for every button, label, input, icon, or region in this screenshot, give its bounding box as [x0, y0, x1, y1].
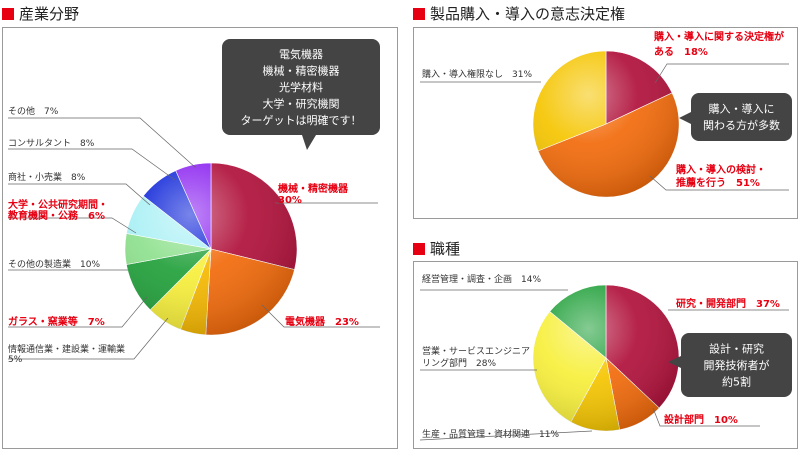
- industry-leader-7: [8, 148, 176, 181]
- red-square-icon: [413, 242, 425, 255]
- purchase-callout-bubble: [691, 93, 792, 141]
- job-value-3: リング部門 28%: [422, 357, 496, 369]
- industry-callout-tail: [302, 135, 316, 150]
- industry-value-5: 教育機関・公務 6%: [7, 209, 105, 222]
- job-title-text: 職種: [430, 240, 461, 258]
- industry-callout-line-1: 機械・精密機器: [263, 63, 340, 77]
- purchase-label-2: 購入・導入権限なし 31%: [422, 68, 532, 80]
- industry-label-8: その他 7%: [8, 105, 59, 117]
- job-label-2: 生産・品質管理・資材関連 11%: [422, 428, 559, 440]
- purchase-callout-line-1: 関わる方が多数: [703, 118, 780, 132]
- industry-leader-8: [8, 117, 197, 169]
- industry-callout-line-4: ターゲットは明確です！: [241, 113, 362, 127]
- purchase-label-0: 購入・導入に関する決定権が: [653, 30, 785, 43]
- industry-label-2: 情報通信業・建設業・運輸業: [8, 343, 125, 355]
- job-label-4: 経営管理・調査・企画 14%: [422, 273, 541, 285]
- industry-leader-3: [8, 296, 148, 328]
- purchase-leader-0: [654, 63, 789, 84]
- industry-section-title: 産業分野: [2, 3, 79, 24]
- job-callout-line-2: 約5割: [722, 374, 751, 388]
- red-square-icon: [413, 7, 425, 20]
- purchase-value-1: 推薦を行う 51%: [676, 176, 760, 189]
- purchase-title-text: 製品購入・導入の意志決定権: [430, 5, 626, 23]
- industry-value-0: 30%: [278, 195, 302, 206]
- purchase-callout-line-0: 購入・導入に: [709, 102, 775, 116]
- industry-callout-line-0: 電気機器: [279, 47, 323, 61]
- industry-label-5: 大学・公共研究期間・: [8, 198, 108, 211]
- red-square-icon: [2, 7, 14, 20]
- industry-label-0: 機械・精密機器: [278, 182, 349, 195]
- job-label-1: 設計部門 10%: [664, 413, 738, 426]
- industry-label-1: 電気機器 23%: [285, 315, 359, 328]
- industry-leader-2: [8, 317, 169, 360]
- job-callout-line-1: 開発技術者が: [704, 358, 770, 372]
- job-label-3: 営業・サービスエンジニア: [422, 345, 530, 357]
- job-section-title: 職種: [413, 238, 460, 259]
- industry-label-6: 商社・小売業 8%: [8, 171, 86, 183]
- purchase-label-1: 購入・導入の検討・: [675, 163, 766, 176]
- industry-leader-1: [261, 304, 380, 328]
- industry-leader-6: [8, 183, 151, 206]
- purchase-value-0: ある 18%: [654, 45, 708, 58]
- industry-label-7: コンサルタント 8%: [8, 138, 95, 149]
- industry-callout-line-3: 大学・研究機関: [263, 96, 340, 110]
- industry-leader-5: [8, 217, 137, 234]
- industry-callout-line-2: 光学材料: [279, 80, 323, 94]
- job-leader-2: [419, 430, 593, 441]
- job-leader-1: [652, 407, 760, 427]
- purchase-section-title: 製品購入・導入の意志決定権: [413, 3, 625, 24]
- job-label-0: 研究・開発部門 37%: [676, 297, 780, 310]
- industry-label-4: その他の製造業 10%: [8, 258, 100, 270]
- purchase-leader-1: [649, 175, 789, 191]
- job-callout-bubble: [681, 333, 792, 397]
- purchase-callout-tail: [679, 112, 691, 124]
- job-callout-tail: [668, 356, 681, 368]
- job-callout-line-0: 設計・研究: [709, 341, 764, 355]
- industry-label-3: ガラス・窯業等 7%: [8, 315, 105, 328]
- industry-title-text: 産業分野: [19, 5, 80, 23]
- industry-value-2: 5%: [8, 355, 23, 365]
- industry-callout-bubble: [222, 39, 380, 135]
